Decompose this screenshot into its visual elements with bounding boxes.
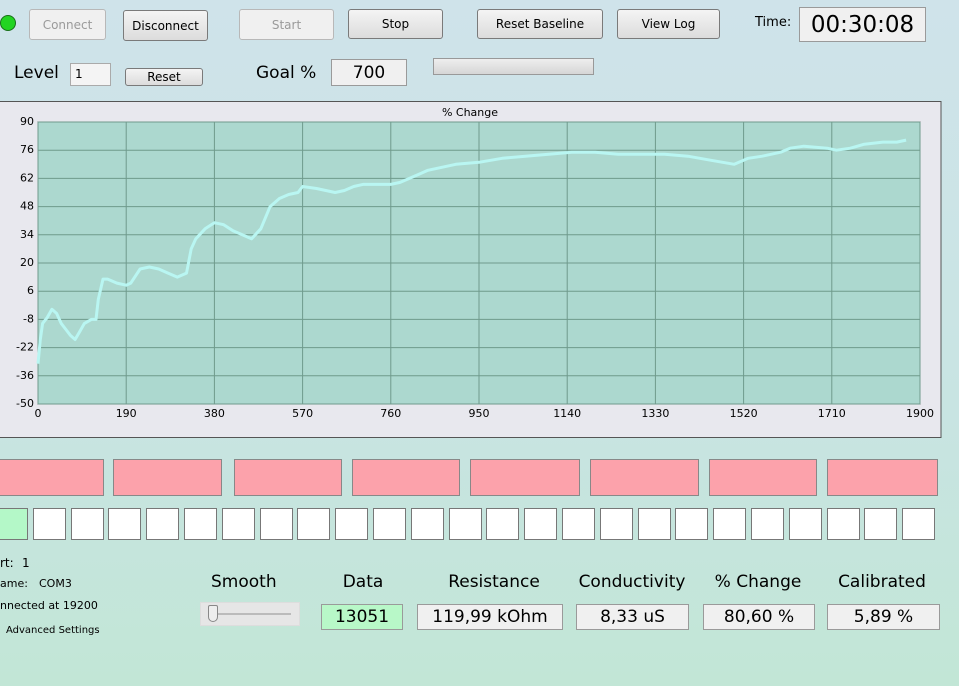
cell-box — [826, 508, 860, 540]
reset-baseline-button[interactable]: Reset Baseline — [477, 9, 603, 39]
progress-bar — [433, 58, 594, 75]
advanced-settings-link[interactable]: Advanced Settings — [6, 625, 100, 636]
cell-box — [373, 508, 406, 540]
connect-button[interactable]: Connect — [29, 9, 106, 40]
x-tick-label: 1900 — [906, 407, 934, 420]
disconnect-button[interactable]: Disconnect — [123, 10, 208, 41]
y-tick-label: 62 — [20, 171, 34, 184]
cell-box — [335, 508, 369, 540]
connection-status: nnected at 19200 — [0, 599, 98, 612]
data-line — [36, 138, 907, 364]
view-log-button[interactable]: View Log — [617, 9, 720, 39]
port-value: 1 — [22, 556, 30, 570]
chart: % Change -50 -36 -22 -8 6 20 34 48 62 76 90 0 190 380… — [0, 101, 942, 438]
readout-value: 8,33 uS — [576, 604, 689, 630]
readout-value: 119,99 kOhm — [417, 604, 563, 630]
y-tick-label: -22 — [16, 341, 34, 354]
cell-box — [864, 508, 898, 540]
cell-box — [410, 508, 444, 540]
x-tick-label: 380 — [204, 407, 225, 420]
x-tick-label: 1710 — [818, 407, 846, 420]
chart-title: % Change — [442, 106, 498, 119]
y-tick-label: -8 — [23, 312, 34, 325]
x-tick-label: 1520 — [730, 407, 758, 420]
name-label: ame: — [0, 577, 28, 590]
x-tick-label: 760 — [380, 407, 401, 420]
smooth-slider[interactable] — [200, 602, 300, 626]
cell-box — [486, 508, 520, 540]
cell-box — [221, 508, 255, 540]
cell-box — [0, 508, 28, 540]
x-tick-label: 0 — [35, 407, 42, 420]
goal-label: Goal % — [256, 63, 317, 83]
readout-label: Calibrated — [838, 572, 926, 592]
time-display: 00:30:08 — [799, 7, 926, 42]
x-tick-label: 1140 — [553, 407, 581, 420]
y-tick-label: 76 — [20, 143, 34, 156]
cell-box — [902, 508, 936, 540]
readout-value: 5,89 % — [827, 604, 940, 630]
indicator-block — [0, 459, 104, 496]
readout-label: Conductivity — [578, 572, 686, 592]
y-tick-label: 90 — [20, 115, 34, 128]
indicator-block — [113, 459, 222, 496]
x-tick-label: 190 — [116, 407, 137, 420]
y-tick-label: -50 — [16, 397, 34, 410]
name-value: COM3 — [39, 577, 72, 590]
readout-value: 13051 — [321, 604, 403, 630]
start-button[interactable]: Start — [239, 9, 334, 40]
cell-box — [297, 508, 331, 540]
level-input[interactable]: 1 — [70, 63, 111, 86]
cell-box — [562, 508, 595, 540]
cell-box — [184, 508, 217, 540]
smooth-label: Smooth — [211, 572, 277, 592]
readout-label: Resistance — [448, 572, 540, 592]
cell-box — [713, 508, 747, 540]
cell-box — [751, 508, 784, 540]
cell-box — [32, 508, 66, 540]
indicator-block — [590, 459, 699, 496]
cell-box — [146, 508, 180, 540]
y-tick-label: 6 — [27, 284, 34, 297]
cell-box — [637, 508, 671, 540]
x-tick-label: 570 — [292, 407, 313, 420]
status-led — [0, 15, 16, 31]
time-label: Time: — [755, 15, 792, 30]
y-tick-label: 20 — [20, 256, 34, 269]
readout-value: 80,60 % — [703, 604, 815, 630]
indicator-block — [352, 459, 460, 496]
cell-box — [599, 508, 633, 540]
cell-box — [788, 508, 822, 540]
stop-button[interactable]: Stop — [348, 9, 443, 39]
cell-box — [675, 508, 709, 540]
indicator-block — [709, 459, 817, 496]
cell-box — [70, 508, 104, 540]
x-tick-label: 1330 — [641, 407, 669, 420]
indicator-block — [234, 459, 342, 496]
port-label: rt: — [0, 556, 14, 570]
cell-box — [259, 508, 293, 540]
cell-box — [524, 508, 558, 540]
cell-box — [448, 508, 482, 540]
y-tick-label: -36 — [16, 369, 34, 382]
readout-label: Data — [342, 572, 384, 592]
reset-button[interactable]: Reset — [125, 68, 203, 86]
y-tick-label: 34 — [20, 228, 34, 241]
goal-display: 700 — [331, 59, 407, 86]
indicator-block — [470, 459, 580, 496]
level-label: Level — [14, 63, 59, 83]
readout-label: % Change — [714, 572, 802, 592]
cell-box — [108, 508, 142, 540]
y-tick-label: 48 — [20, 200, 34, 213]
indicator-block — [827, 459, 938, 496]
x-tick-label: 950 — [469, 407, 490, 420]
